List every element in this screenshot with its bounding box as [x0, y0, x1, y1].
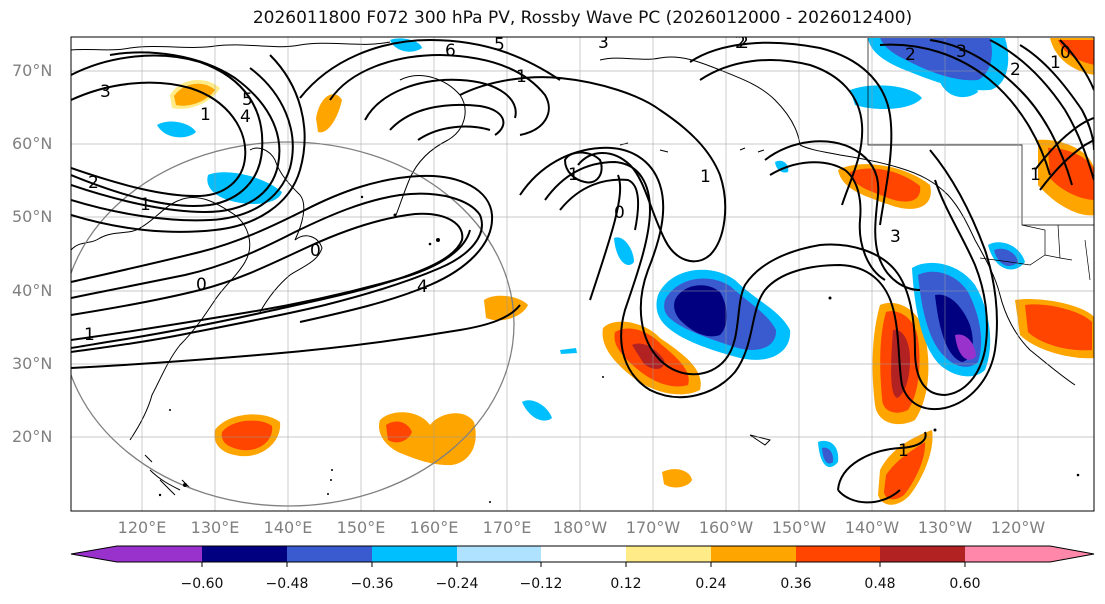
lon-label: 120°E — [117, 518, 167, 537]
lat-label: 40°N — [12, 281, 53, 300]
colorbar-segment — [711, 546, 796, 562]
contour-label: 0 — [196, 275, 207, 295]
colorbar-tick-label: −0.24 — [435, 576, 479, 592]
colorbar-segment — [541, 546, 626, 562]
contour-label: 2 — [88, 173, 99, 193]
contour-label: 1 — [1050, 53, 1061, 73]
lat-label: 50°N — [12, 207, 53, 226]
contour-label: 1 — [140, 195, 151, 215]
contour-label: 5 — [494, 35, 505, 55]
contour-label: 1 — [700, 167, 711, 187]
colorbar-tick-label: 0.60 — [949, 576, 981, 592]
colorbar-segment — [372, 546, 457, 562]
lon-label: 120°W — [990, 518, 1046, 537]
contour-label: 1 — [84, 325, 95, 345]
colorbar-tick-label: −0.60 — [180, 576, 224, 592]
boundaries — [867, 38, 1094, 281]
lat-label: 30°N — [12, 354, 53, 373]
highlight-circle — [71, 141, 515, 507]
lon-label: 140°E — [263, 518, 313, 537]
colorbar-tick-label: −0.48 — [265, 576, 309, 592]
lat-label: 20°N — [12, 427, 53, 446]
contour-label: 2 — [1010, 60, 1021, 80]
contour-label: 4 — [417, 277, 428, 297]
contour-label: 0 — [310, 241, 321, 261]
contour-label: 1 — [898, 441, 909, 461]
colorbar — [70, 545, 1095, 567]
colorbar-tick-label: −0.12 — [519, 576, 563, 592]
lon-label: 160°W — [698, 518, 754, 537]
lon-label: 170°W — [625, 518, 681, 537]
positive-anomaly-shading — [170, 38, 1094, 505]
contour-label: 1 — [568, 165, 579, 185]
colorbar-segment — [202, 546, 287, 562]
contour-label: 2 — [738, 33, 749, 53]
contour-label: 3 — [890, 227, 901, 247]
colorbar-min-extend — [71, 546, 117, 562]
lat-label: 70°N — [12, 61, 53, 80]
contour-label: 1 — [516, 67, 527, 87]
lat-label: 60°N — [12, 134, 53, 153]
contour-label: 0 — [614, 203, 625, 223]
map-title: 2026011800 F072 300 hPa PV, Rossby Wave … — [252, 8, 913, 28]
contour-label: 1 — [200, 105, 211, 125]
colorbar-tick-label: 0.12 — [610, 576, 642, 592]
colorbar-tick-label: 0.24 — [695, 576, 727, 592]
contour-label: 2 — [905, 45, 916, 65]
contour-label: 1 — [1030, 165, 1041, 185]
lon-label: 160°E — [409, 518, 459, 537]
contour-label: 3 — [598, 33, 609, 53]
contour-label: 3 — [100, 82, 111, 102]
lon-label: 150°W — [771, 518, 827, 537]
lon-label: 150°E — [336, 518, 386, 537]
contour-labels: 3 2 1 6 5 3 2 1 5 4 2 1 3 2 1 0 1 0 1 4 … — [84, 33, 1071, 461]
colorbar-segment — [626, 546, 711, 562]
lon-label: 130°W — [917, 518, 973, 537]
colorbar-segment — [287, 546, 372, 562]
graticule — [71, 37, 1094, 511]
lon-label: 170°E — [482, 518, 532, 537]
colorbar-segment — [965, 546, 1050, 562]
colorbar-max-extend — [1050, 546, 1094, 562]
contour-label: 0 — [1060, 43, 1071, 63]
contour-label: 5 — [242, 90, 253, 110]
contour-label: 2 — [735, 33, 746, 53]
colorbar-segment — [457, 546, 541, 562]
contour-label: 3 — [956, 42, 967, 62]
colorbar-segment — [796, 546, 880, 562]
lon-label: 130°E — [190, 518, 240, 537]
colorbar-segment — [880, 546, 965, 562]
lon-label: 180°W — [552, 518, 608, 537]
colorbar-segment — [117, 546, 202, 562]
lon-label: 140°W — [844, 518, 900, 537]
map-frame — [70, 36, 1095, 512]
contour-label: 4 — [240, 107, 251, 127]
colorbar-tick-label: −0.36 — [350, 576, 394, 592]
colorbar-tick-label: 0.36 — [780, 576, 812, 592]
pv-contours — [71, 38, 1094, 504]
contour-label: 6 — [445, 41, 456, 61]
islands — [158, 195, 1080, 503]
colorbar-outline — [70, 545, 1095, 563]
colorbar-tick-label: 0.48 — [864, 576, 896, 592]
